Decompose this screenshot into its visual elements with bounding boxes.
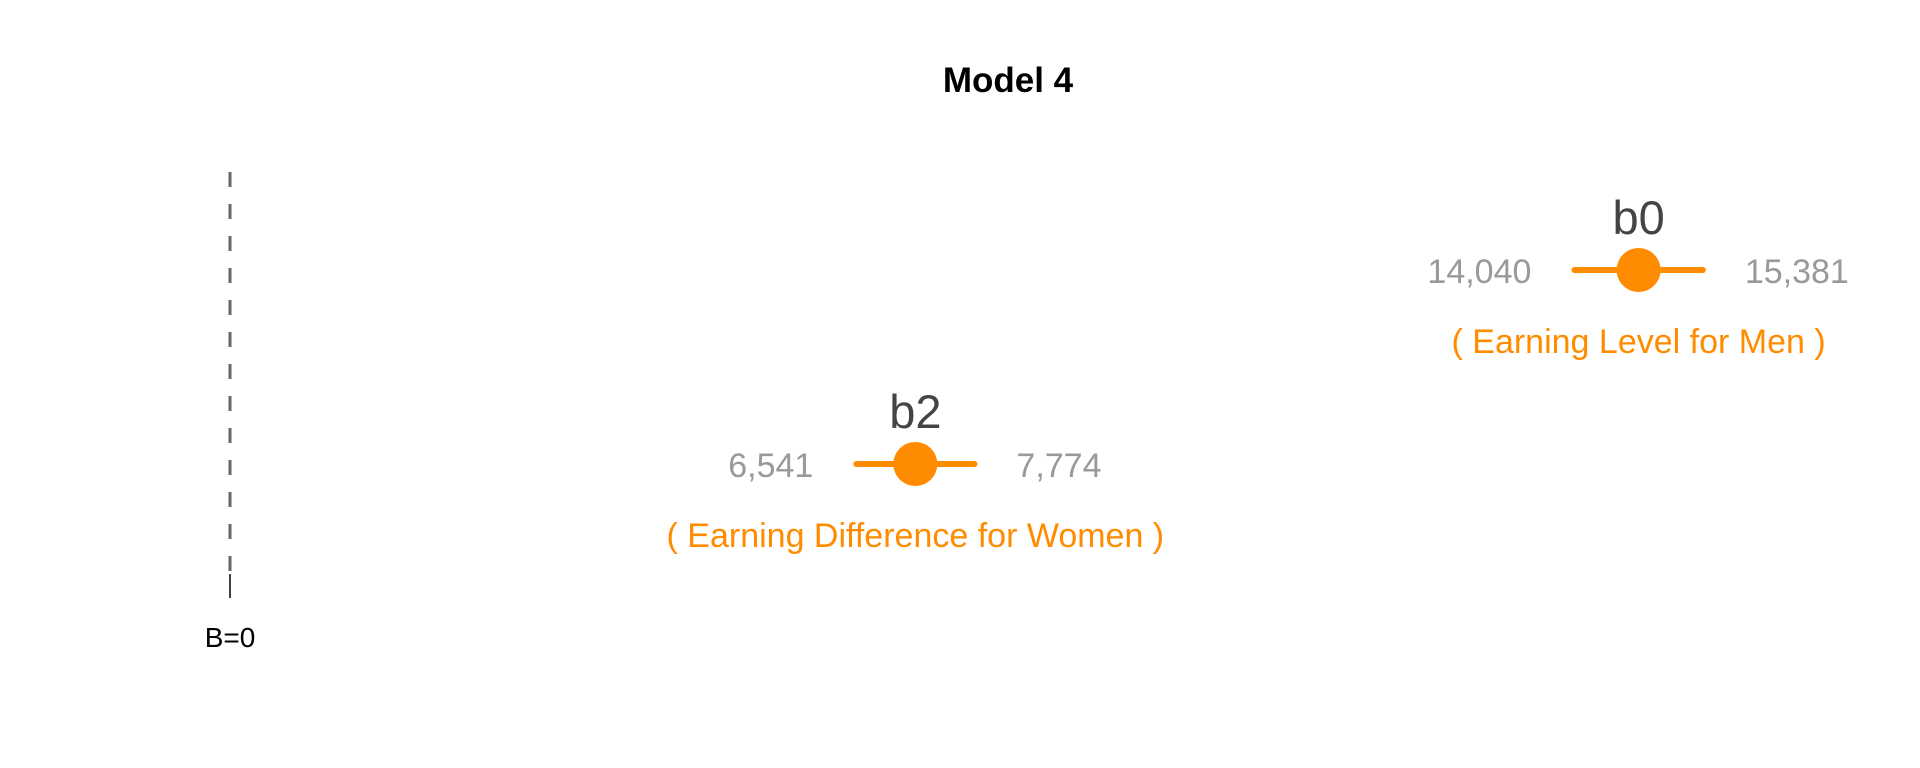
coefficient-b0: b0 14,040 15,381 ( Earning Level for Men ) [1427,191,1848,361]
description-label-b2: ( Earning Difference for Women ) [667,517,1165,555]
estimate-point-b0 [1616,248,1661,292]
coefficient-b2: b2 6,541 7,774 ( Earning Difference for Wom… [667,385,1165,555]
coefficient-label-b2: b2 [889,385,941,438]
chart-title: Model 4 [943,61,1074,100]
ci-low-label-b2: 6,541 [728,447,813,485]
ci-low-label-b0: 14,040 [1427,253,1531,291]
description-label-b0: ( Earning Level for Men ) [1452,323,1826,361]
coefficient-label-b0: b0 [1612,191,1664,244]
zero-reference-label: B=0 [205,622,256,653]
estimate-point-b2 [893,442,938,486]
ci-high-label-b2: 7,774 [1016,447,1101,485]
ci-high-label-b0: 15,381 [1745,253,1849,291]
